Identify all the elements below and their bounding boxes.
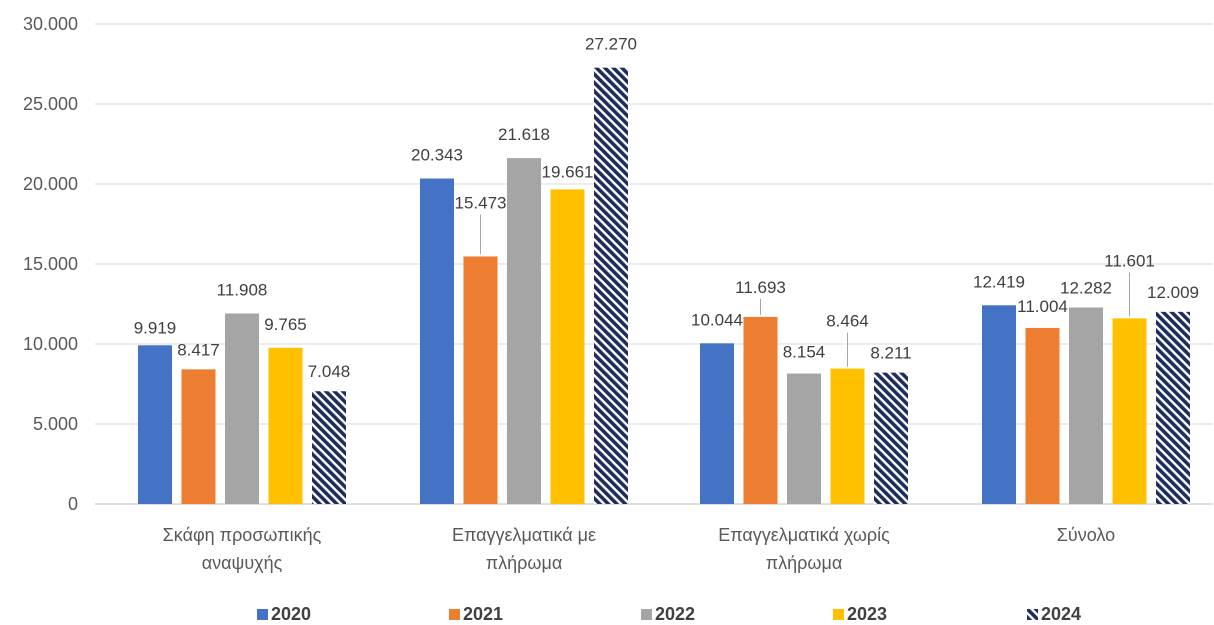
- legend-swatch-2022: [641, 609, 652, 620]
- data-label-2021-2: 15.473: [455, 193, 507, 212]
- data-label-2023-1: 9.765: [264, 315, 307, 334]
- category-label: Σκάφη προσωπικής: [163, 525, 322, 545]
- data-label-2020-3: 10.044: [691, 310, 743, 329]
- data-label-2024-3: 8.211: [870, 344, 911, 363]
- bar-2023-3: [830, 368, 865, 504]
- legend-swatch-2020: [257, 609, 268, 620]
- bar-2024-3: [874, 372, 908, 504]
- category-label: Σύνολο: [1057, 525, 1115, 545]
- category-label: Επαγγελματικά χωρίς: [718, 525, 890, 545]
- bar-2023-4: [1112, 318, 1147, 504]
- bar-2020-1: [138, 345, 172, 504]
- data-label-2023-2: 19.661: [542, 162, 594, 181]
- bars: [138, 67, 1190, 505]
- bar-2024-1: [312, 391, 346, 504]
- data-label-2022-2: 21.618: [498, 125, 550, 144]
- data-label-2024-4: 12.009: [1147, 283, 1199, 302]
- data-label-2023-3: 8.464: [826, 312, 869, 331]
- legend-label-2021: 2021: [463, 604, 503, 624]
- data-label-2021-3: 11.693: [735, 278, 786, 297]
- data-label-2020-1: 9.919: [134, 318, 177, 337]
- bar-2024-2: [594, 67, 628, 505]
- bar-2022-1: [225, 313, 259, 504]
- y-tick-label: 30.000: [23, 14, 78, 34]
- category-label: πλήρωμα: [486, 553, 563, 573]
- bar-2022-2: [507, 158, 541, 504]
- bar-2022-4: [1069, 307, 1103, 504]
- y-tick-label: 10.000: [23, 334, 78, 354]
- bar-2021-4: [1025, 327, 1060, 504]
- bar-2023-1: [268, 347, 303, 504]
- bar-2021-1: [181, 369, 216, 504]
- data-label-2022-3: 8.154: [783, 343, 826, 362]
- y-tick-label: 25.000: [23, 94, 78, 114]
- x-axis-category-labels: Σκάφη προσωπικής αναψυχής Επαγγελματικά με…: [163, 525, 1116, 573]
- legend-swatch-2021: [449, 609, 460, 620]
- legend: 2020 2021 2022 2023 2024: [257, 604, 1081, 624]
- legend-swatch-2023: [833, 609, 844, 620]
- y-tick-label: 5.000: [33, 414, 78, 434]
- bar-2024-4: [1156, 311, 1190, 504]
- data-label-2023-4: 11.601: [1104, 251, 1155, 270]
- y-tick-label: 0: [68, 494, 78, 514]
- data-label-2022-4: 12.282: [1060, 278, 1112, 297]
- bar-2023-2: [550, 189, 585, 504]
- bar-2021-2: [463, 256, 498, 504]
- legend-label-2024: 2024: [1041, 604, 1081, 624]
- category-label: Επαγγελματικά με: [452, 525, 596, 545]
- legend-swatch-2024: [1027, 609, 1038, 620]
- bar-2021-3: [743, 316, 778, 504]
- data-label-2022-1: 11.908: [217, 280, 268, 299]
- data-label-2021-1: 8.417: [177, 340, 220, 359]
- data-label-2024-1: 7.048: [308, 362, 351, 381]
- bar-2022-3: [787, 373, 821, 504]
- bar-2020-2: [420, 178, 454, 504]
- bar-2020-3: [700, 343, 734, 504]
- bar-2020-4: [982, 305, 1016, 504]
- category-label: πλήρωμα: [766, 553, 843, 573]
- legend-label-2022: 2022: [655, 604, 695, 624]
- y-tick-label: 20.000: [23, 174, 78, 194]
- legend-label-2023: 2023: [847, 604, 887, 624]
- data-label-2020-2: 20.343: [411, 146, 463, 165]
- data-label-2020-4: 12.419: [973, 272, 1025, 291]
- data-label-2024-2: 27.270: [585, 35, 637, 54]
- label-leader-lines: [480, 214, 1130, 367]
- y-tick-label: 15.000: [23, 254, 78, 274]
- y-axis-tick-labels: 0 5.000 10.000 15.000 20.000 25.000 30.000: [23, 14, 78, 514]
- data-labels: 9.919 20.343 10.044 12.419 8.417 15.473 11.693…: [134, 35, 1199, 382]
- legend-label-2020: 2020: [271, 604, 311, 624]
- data-label-2021-4: 11.004: [1017, 297, 1068, 316]
- category-label: αναψυχής: [202, 553, 283, 573]
